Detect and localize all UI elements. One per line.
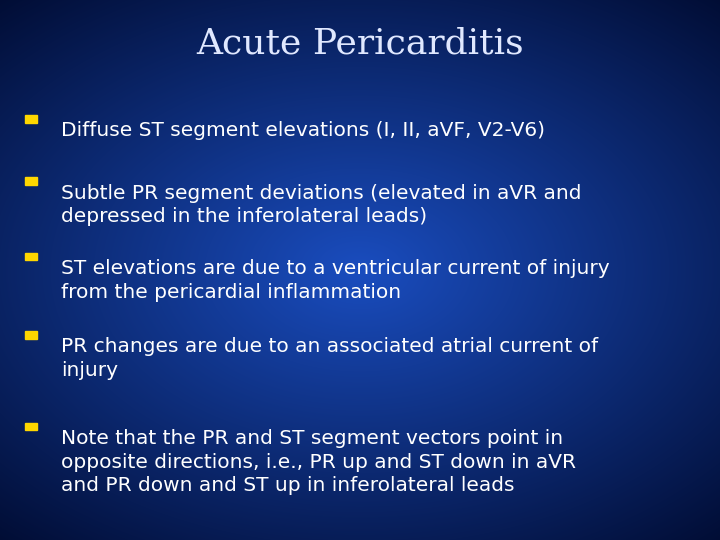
Text: Subtle PR segment deviations (elevated in aVR and
depressed in the inferolateral: Subtle PR segment deviations (elevated i… xyxy=(61,184,582,226)
Bar xyxy=(25,253,37,260)
Text: Acute Pericarditis: Acute Pericarditis xyxy=(196,27,524,61)
Text: PR changes are due to an associated atrial current of
injury: PR changes are due to an associated atri… xyxy=(61,338,598,380)
Text: ST elevations are due to a ventricular current of injury
from the pericardial in: ST elevations are due to a ventricular c… xyxy=(61,259,610,302)
Bar xyxy=(25,423,37,430)
Text: Note that the PR and ST segment vectors point in
opposite directions, i.e., PR u: Note that the PR and ST segment vectors … xyxy=(61,429,576,495)
Bar xyxy=(25,331,37,339)
Bar xyxy=(25,177,37,185)
Bar xyxy=(25,115,37,123)
Text: Diffuse ST segment elevations (I, II, aVF, V2-V6): Diffuse ST segment elevations (I, II, aV… xyxy=(61,122,545,140)
